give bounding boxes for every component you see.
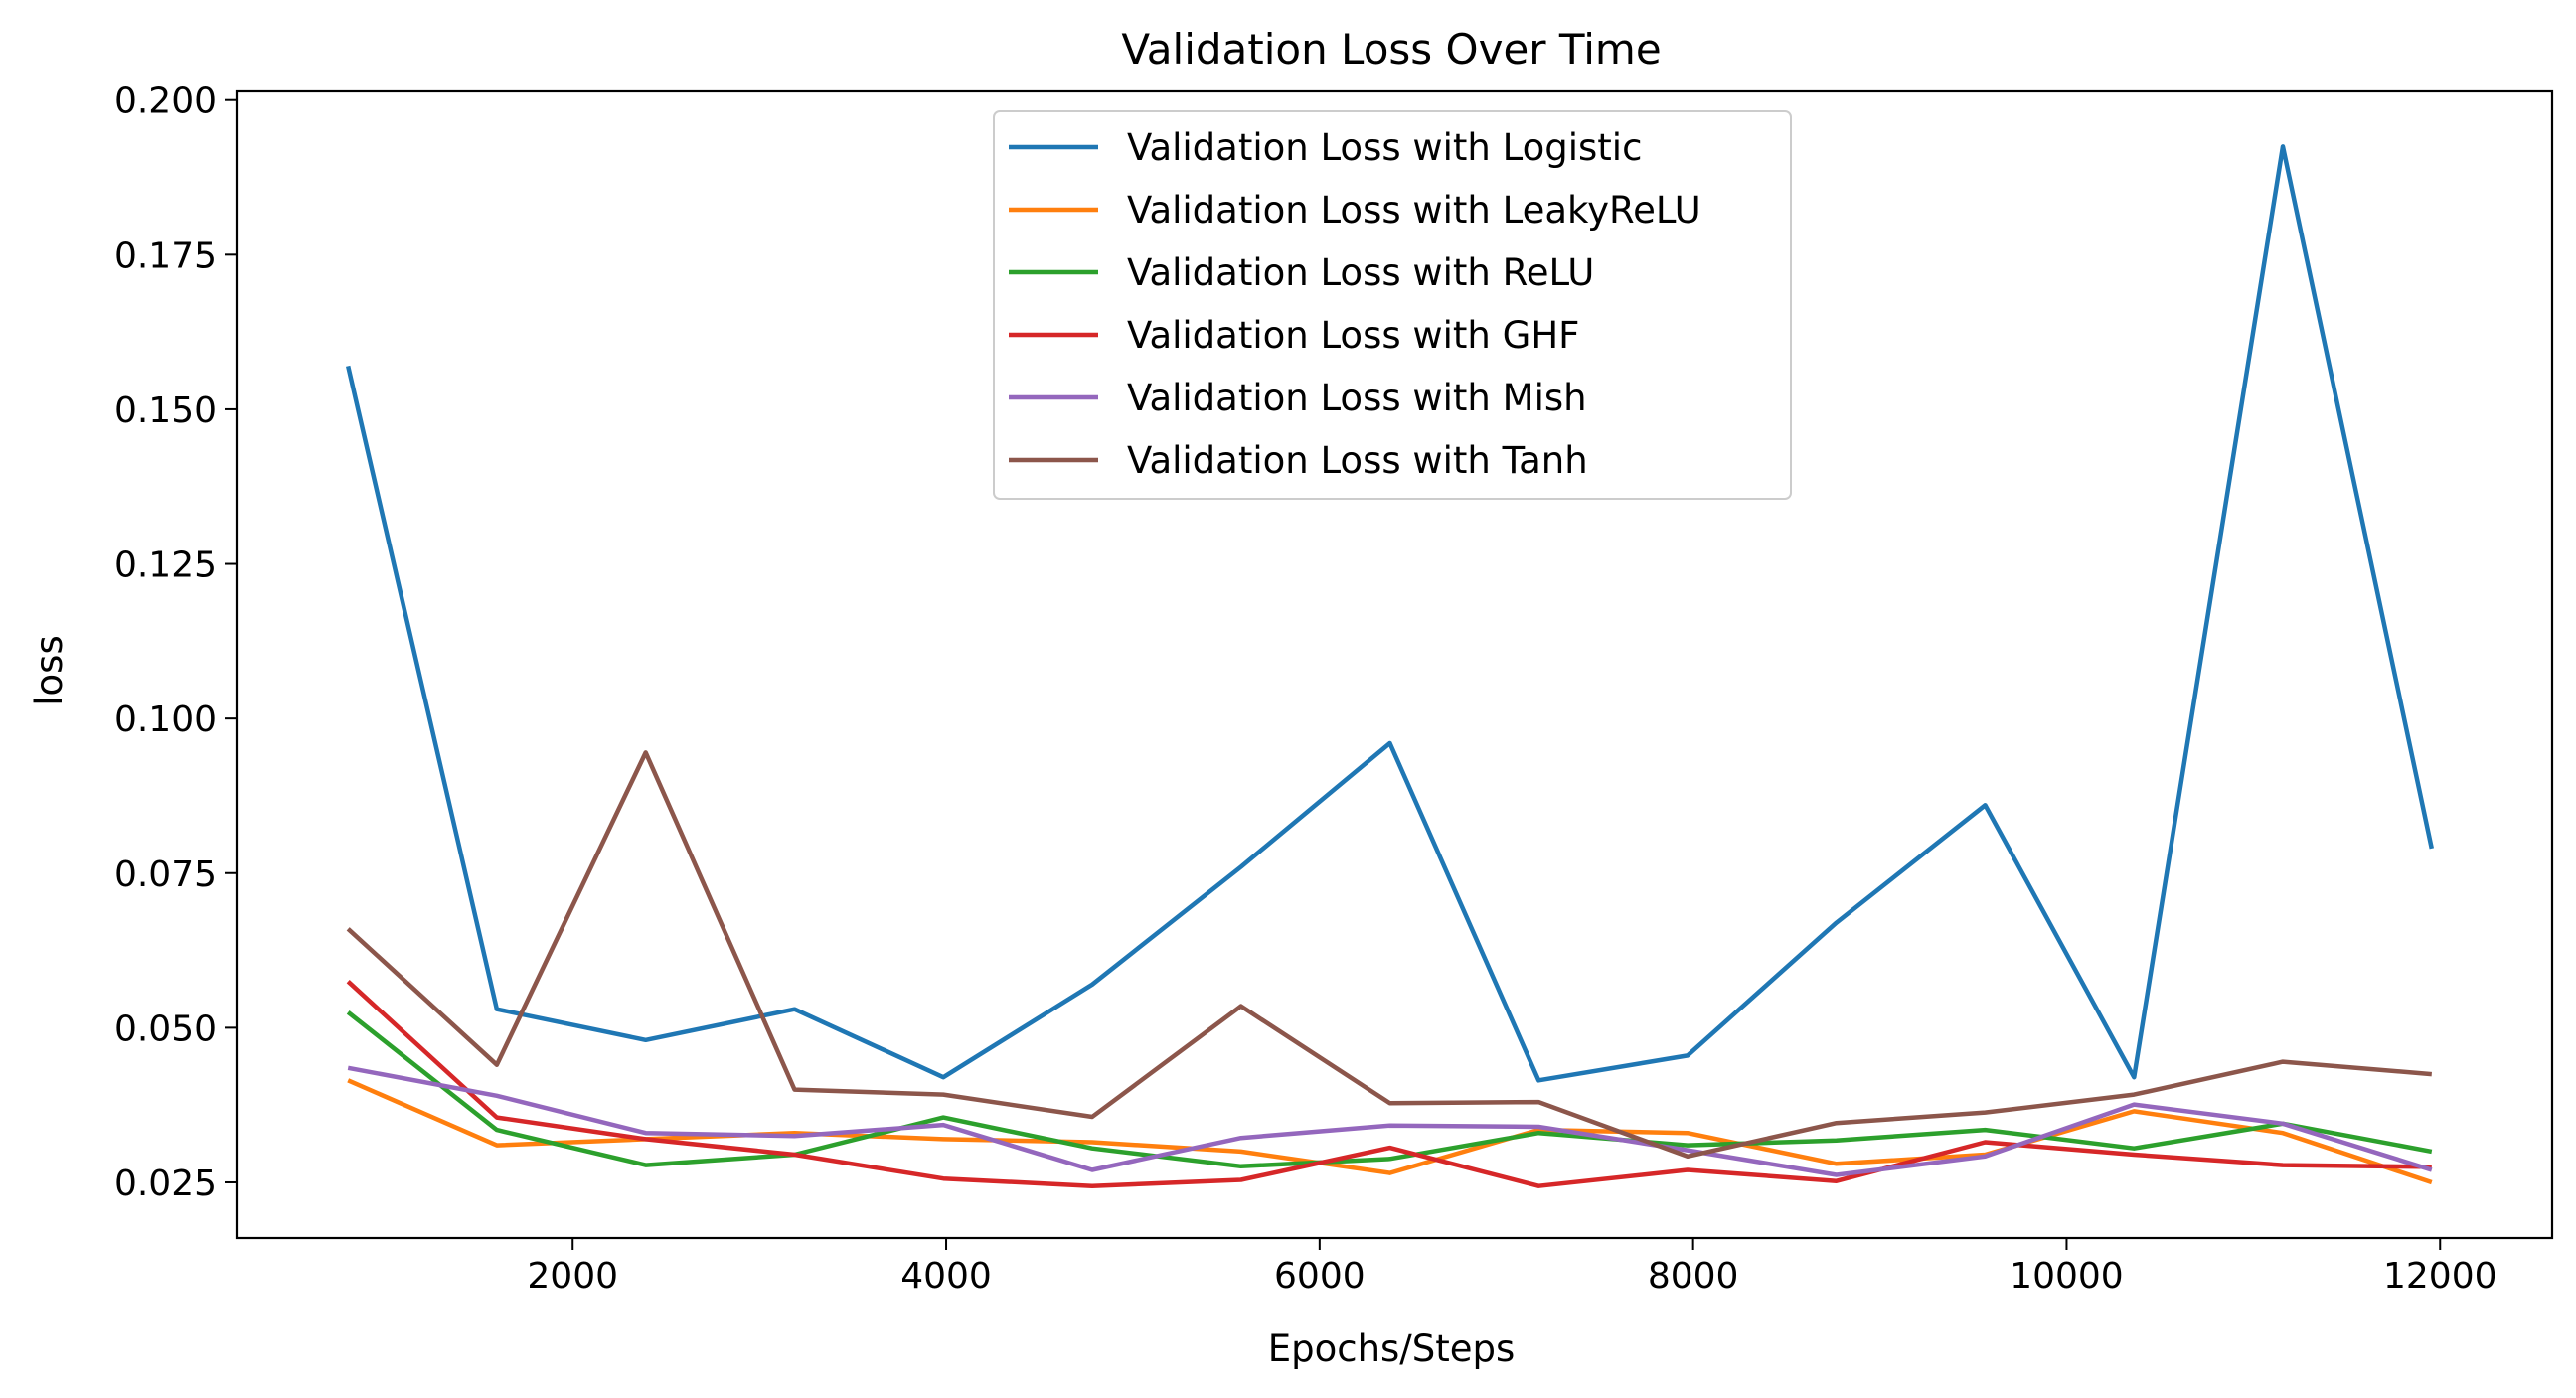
y-tick-label: 0.200 (114, 81, 217, 122)
series-line-5 (346, 750, 2432, 1160)
series-line-1 (347, 1078, 2433, 1185)
series-line-4 (347, 1065, 2433, 1177)
legend-label-3: Validation Loss with GHF (1127, 314, 1579, 357)
legend-box (993, 110, 1792, 500)
series-line-3 (346, 980, 2432, 1188)
y-tick-label: 0.050 (114, 1009, 217, 1049)
x-tick-label: 8000 (1648, 1256, 1739, 1297)
legend: Validation Loss with Logistic Validation … (993, 110, 1792, 500)
y-tick-label: 0.075 (114, 854, 217, 895)
y-axis-label: loss (28, 635, 71, 705)
y-tick-label: 0.125 (114, 545, 217, 586)
legend-label-5: Validation Loss with Tanh (1127, 439, 1588, 482)
chart-title: Validation Loss Over Time (1121, 25, 1661, 74)
x-axis-label: Epochs/Steps (1268, 1327, 1516, 1370)
x-tick-label: 12000 (2383, 1256, 2497, 1297)
series-lines (346, 144, 2435, 1188)
legend-label-4: Validation Loss with Mish (1127, 377, 1587, 419)
y-axis-ticks: 0.025 0.050 0.075 0.100 0.125 0.150 0.175 0.200 (114, 81, 237, 1204)
x-tick-label: 6000 (1274, 1256, 1366, 1297)
y-tick-label: 0.175 (114, 235, 217, 276)
x-tick-label: 10000 (2010, 1256, 2124, 1297)
series-line-0 (346, 144, 2435, 1083)
series-line-2 (346, 1010, 2433, 1169)
y-tick-label: 0.025 (114, 1164, 217, 1204)
x-tick-label: 2000 (527, 1256, 618, 1297)
x-axis-ticks: 2000 4000 6000 8000 10000 12000 (527, 1238, 2497, 1297)
legend-label-0: Validation Loss with Logistic (1127, 126, 1642, 169)
legend-label-2: Validation Loss with ReLU (1127, 251, 1594, 294)
x-tick-label: 4000 (900, 1256, 992, 1297)
plot-frame (235, 89, 2554, 1240)
y-tick-label: 0.100 (114, 699, 217, 740)
y-tick-label: 0.150 (114, 390, 217, 431)
legend-label-1: Validation Loss with LeakyReLU (1127, 189, 1701, 232)
